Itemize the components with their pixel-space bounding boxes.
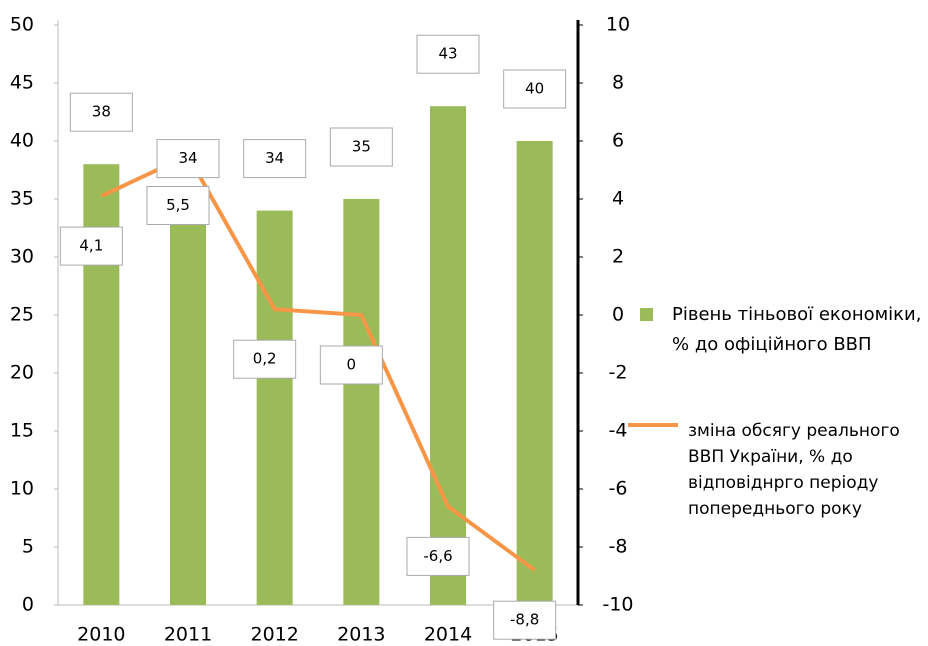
data-label-box: [233, 339, 297, 379]
y2-tick-label: 4: [612, 188, 624, 210]
y2-tick-label: 10: [606, 14, 630, 36]
data-label: 34: [265, 149, 284, 167]
x-tick-label: 2014: [424, 624, 472, 646]
legend-swatch: [640, 308, 653, 321]
data-label-box: [493, 600, 557, 640]
data-label: 43: [438, 45, 457, 63]
y-tick-label: 25: [10, 304, 34, 326]
bar: [170, 210, 206, 605]
data-label: 40: [525, 80, 544, 98]
y-tick-label: 10: [10, 478, 34, 500]
bar: [343, 199, 380, 605]
y2-tick-label: 0: [612, 304, 624, 326]
y2-tick-label: -4: [609, 420, 628, 442]
y2-tick-label: 6: [612, 130, 624, 152]
data-label: -6,6: [423, 547, 452, 565]
bar: [256, 210, 293, 605]
data-label-box: [243, 139, 307, 179]
data-label: 38: [92, 103, 111, 121]
data-label-box: [319, 345, 383, 385]
y-tick-label: 45: [10, 72, 34, 94]
data-label: 0,2: [253, 350, 277, 368]
y2-tick-label: 8: [612, 72, 624, 94]
data-label-box: [329, 127, 393, 167]
bar: [516, 141, 553, 605]
y-tick-label: 0: [22, 594, 34, 616]
y-tick-label: 5: [22, 536, 34, 558]
data-label: -8,8: [510, 611, 539, 629]
bar: [430, 106, 466, 605]
y-tick-label: 50: [10, 14, 34, 36]
data-label-box: [406, 536, 470, 576]
y2-tick-label: 2: [612, 246, 624, 268]
data-label: 35: [352, 138, 371, 156]
y-tick-label: 20: [10, 362, 34, 384]
legend-label: Рівень тіньової економіки, % до офіційно…: [672, 304, 922, 355]
legend-label: зміна обсягу реального ВВП України, % до…: [688, 421, 900, 519]
x-tick-label: 2013: [337, 624, 385, 646]
y-tick-label: 30: [10, 246, 34, 268]
data-label-box: [156, 139, 220, 179]
y2-tick-label: -6: [609, 478, 628, 500]
y-tick-label: 35: [10, 188, 34, 210]
y2-tick-label: -2: [609, 362, 628, 384]
x-tick-label: 2011: [164, 624, 212, 646]
data-label: 5,5: [166, 196, 190, 214]
y-tick-label: 15: [10, 420, 34, 442]
data-label-box: [503, 69, 567, 109]
y2-tick-label: -10: [602, 594, 633, 616]
data-label-box: [146, 186, 210, 225]
data-label-box: [59, 226, 123, 266]
y2-tick-label: -8: [609, 536, 628, 558]
data-label: 34: [178, 149, 197, 167]
data-label-box: [416, 34, 480, 74]
data-label-box: [69, 92, 133, 132]
x-tick-label: 2012: [250, 624, 298, 646]
data-label: 4,1: [79, 237, 103, 255]
y-tick-label: 40: [10, 130, 34, 152]
x-tick-label: 2010: [77, 624, 125, 646]
data-label: 0: [347, 356, 357, 374]
